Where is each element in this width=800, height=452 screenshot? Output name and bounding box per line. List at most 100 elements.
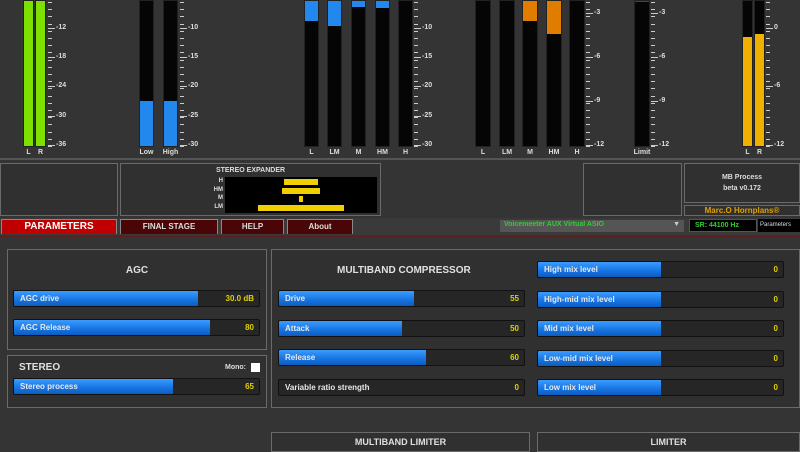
scale-tick — [48, 131, 52, 133]
meter-fill — [328, 1, 341, 26]
scale-tick — [766, 95, 770, 97]
slider-label: Attack — [285, 323, 310, 333]
dropdown-arrow-icon: ▼ — [673, 221, 680, 228]
scale-tick-major — [48, 145, 55, 146]
scale-tick — [766, 16, 770, 18]
tab-about[interactable]: About — [287, 219, 353, 234]
slider-value: 0 — [773, 265, 778, 274]
slider-value: 65 — [245, 382, 254, 391]
level-meter — [351, 0, 366, 147]
info-version: beta v0.172 — [723, 185, 761, 192]
parameter-slider[interactable]: Low-mid mix level 0 — [537, 349, 784, 367]
parameter-slider[interactable]: High-mid mix level 0 — [537, 290, 784, 308]
meter-fill — [755, 34, 764, 146]
scale-tick — [766, 102, 770, 104]
level-meter — [475, 0, 491, 147]
scale-tick — [651, 38, 655, 39]
parameter-slider[interactable]: Release 60 — [278, 349, 525, 366]
scale-tick — [586, 117, 590, 119]
slider-label: Release — [285, 353, 316, 362]
level-meter — [327, 0, 342, 147]
scale-tick — [180, 45, 184, 47]
meter-label: H — [402, 149, 409, 156]
parameter-slider[interactable]: Drive 55 — [278, 290, 525, 307]
parameter-slider[interactable]: High mix level 0 — [537, 261, 784, 278]
level-meter — [546, 0, 562, 147]
scale-tick — [766, 117, 770, 119]
meter-label: HM — [377, 149, 388, 156]
expander-bar — [258, 204, 344, 211]
scale-tick-major — [180, 116, 187, 117]
slider-label: Low-mid mix level — [544, 353, 613, 363]
parameter-slider[interactable]: Attack 50 — [278, 319, 525, 337]
scale-tick-major — [180, 145, 187, 146]
scale-tick — [766, 59, 770, 61]
device-select[interactable]: Voicemeeter AUX Virtual ASIO ▼ — [500, 220, 684, 232]
level-meter — [499, 0, 515, 147]
scale-tick — [651, 74, 655, 75]
scale-label: -6 — [774, 82, 781, 89]
scale-tick — [48, 138, 52, 140]
tab-help[interactable]: HELP — [221, 219, 284, 234]
params-area — [0, 236, 800, 445]
scale-tick — [586, 88, 590, 90]
scale-tick — [180, 102, 184, 104]
slider-value: 80 — [245, 323, 254, 332]
slider-fill — [279, 350, 426, 365]
scale-label: -20 — [188, 82, 199, 89]
meter-label: High — [162, 149, 179, 156]
meter-fill — [305, 1, 318, 22]
scale-tick-major — [48, 86, 55, 87]
scale-tick — [586, 2, 590, 3]
tab-final-stage[interactable]: FINAL STAGE — [120, 219, 218, 234]
mono-checkbox[interactable] — [251, 363, 260, 372]
scale-tick — [414, 95, 418, 97]
scale-tick — [48, 110, 52, 111]
scale-label: 0 — [774, 24, 778, 31]
scale-tick — [651, 81, 655, 83]
slider-label: Stereo process — [20, 382, 78, 391]
scale-tick — [180, 95, 184, 97]
tab-parameters[interactable]: PARAMETERS — [1, 219, 117, 234]
scale-tick — [414, 59, 418, 61]
scale-tick — [180, 146, 184, 147]
scale-tick — [651, 59, 655, 61]
scale-tick — [414, 88, 418, 90]
scale-tick — [651, 23, 655, 25]
parameter-slider[interactable]: AGC Release 80 — [13, 319, 260, 336]
parameter-slider[interactable]: Stereo process 65 — [13, 378, 260, 395]
scale-label: -30 — [56, 112, 67, 119]
slider-value: 50 — [510, 323, 519, 333]
meter-fill — [36, 1, 45, 146]
parameter-slider[interactable]: AGC drive 30.0 dB — [13, 290, 260, 307]
slider-value: 0 — [773, 353, 778, 363]
scale-tick — [48, 9, 52, 11]
slider-fill — [14, 291, 198, 306]
parameter-slider[interactable]: Variable ratio strength 0 — [278, 378, 525, 396]
scale-label: -12 — [56, 24, 67, 31]
scale-tick-major — [766, 145, 773, 146]
scale-tick — [586, 23, 590, 25]
parameter-slider[interactable]: Mid mix level 0 — [537, 320, 784, 337]
meter-scale: -10 -15 -20 -25 -30 — [180, 0, 206, 148]
scale-tick — [48, 146, 52, 147]
parameter-slider[interactable]: Low mix level 0 — [537, 379, 784, 396]
expander-band-label: H — [218, 178, 223, 184]
scale-tick — [48, 45, 52, 47]
scale-tick — [414, 110, 418, 111]
scale-tick — [651, 117, 655, 119]
meter-label: L — [26, 149, 31, 156]
meter-scale: -3 -6 -9 -12 — [651, 0, 677, 148]
scale-label: -18 — [56, 53, 67, 60]
scale-tick — [48, 66, 52, 68]
slider-label: AGC Release — [20, 323, 71, 332]
scale-tick-major — [414, 116, 421, 117]
meter-fill — [743, 37, 752, 146]
meter-fill — [352, 1, 365, 7]
scale-tick — [48, 59, 52, 61]
scale-tick — [180, 16, 184, 18]
scale-tick-major — [651, 145, 658, 146]
scale-tick — [180, 23, 184, 25]
scale-label: -9 — [594, 97, 601, 104]
device-selected: Voicemeeter AUX Virtual ASIO — [504, 221, 604, 228]
